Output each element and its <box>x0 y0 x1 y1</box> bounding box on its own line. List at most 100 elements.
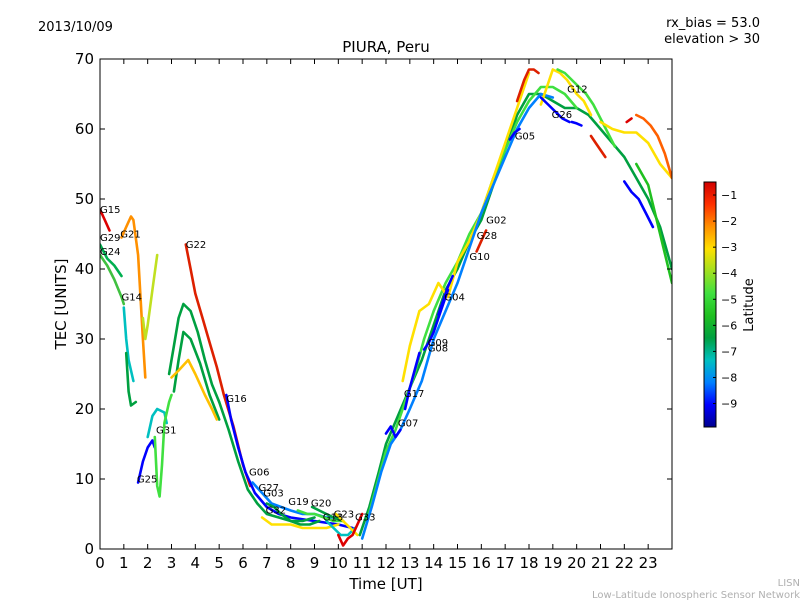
colorbar-tick-label: −8 <box>721 371 737 384</box>
sat-label-g26: G26 <box>552 110 572 121</box>
sat-label-g09: G09 <box>428 338 448 349</box>
series-line-g03 <box>265 502 321 526</box>
series-line-g12r <box>589 134 607 159</box>
series-line-g04 <box>437 274 454 316</box>
footer-lisn: LISN <box>778 578 800 589</box>
y-tick-label: 40 <box>75 260 94 278</box>
sat-label-g33: G33 <box>355 512 375 523</box>
series-line-g29 <box>100 243 123 278</box>
sat-label-g25: G25 <box>137 475 157 486</box>
colorbar-ticks: −1 −2 −3 −4 −5 −6 −7 −8 −9 <box>713 189 737 411</box>
x-tick-label: 17 <box>496 554 515 572</box>
x-tick-label: 11 <box>353 554 372 572</box>
colorbar-label: Latitude <box>742 278 757 332</box>
x-tick-label: 12 <box>376 554 395 572</box>
sat-label-g28: G28 <box>477 231 497 242</box>
x-tick-label: 4 <box>191 554 201 572</box>
x-tick-label: 18 <box>519 554 538 572</box>
sat-label-g13: G13 <box>323 512 343 523</box>
x-tick-label: 1 <box>119 554 129 572</box>
series-line-rise3 <box>401 71 531 383</box>
colorbar-tick-label: −1 <box>721 189 737 202</box>
series-line-rise4 <box>360 92 555 540</box>
x-tick-label: 0 <box>95 554 105 572</box>
series-line-g23b <box>337 512 364 547</box>
sat-label-g10: G10 <box>469 252 489 263</box>
y-tick-label: 70 <box>75 50 94 68</box>
series-line-g25 <box>136 439 157 484</box>
sat-label-g02: G02 <box>486 216 506 227</box>
series-line-g11 <box>625 117 633 124</box>
series-line-rise1 <box>358 92 672 537</box>
series-line-g26b <box>570 120 583 127</box>
sat-label-g17: G17 <box>404 389 424 400</box>
series-line-g16 <box>225 393 354 530</box>
series-line-latey <box>599 120 672 180</box>
y-tick-label: 50 <box>75 190 94 208</box>
colorbar <box>703 181 717 428</box>
colorbar-tick-label: −9 <box>721 398 737 411</box>
x-tick-label: 9 <box>310 554 320 572</box>
sat-label-g04: G04 <box>444 293 464 304</box>
series-line-later <box>635 113 672 180</box>
series-line-lateg <box>635 162 672 285</box>
x-tick-label: 6 <box>238 554 248 572</box>
colorbar-tick-label: −4 <box>721 267 737 280</box>
sat-label-g05: G05 <box>515 132 535 143</box>
series-line-g07 <box>384 425 402 439</box>
rx-bias-label: rx_bias = 53.0 <box>666 16 760 31</box>
sat-label-g24: G24 <box>100 247 120 258</box>
series-line-g12g <box>556 68 617 148</box>
series-line-g05 <box>508 127 521 141</box>
plot-frame <box>99 58 673 550</box>
x-tick-label: 13 <box>400 554 419 572</box>
sat-label-g12: G12 <box>567 85 587 96</box>
x-tick-label: 7 <box>262 554 272 572</box>
x-tick-label: 3 <box>167 554 177 572</box>
colorbar-tick-label: −3 <box>721 241 737 254</box>
footer-network: Low-Latitude Ionospheric Sensor Network <box>592 590 800 600</box>
series-line-g22 <box>184 243 252 488</box>
series-line-lateb <box>623 180 655 229</box>
series-line-g20 <box>310 505 345 523</box>
sat-label-g31: G31 <box>156 426 176 437</box>
series-line-g21 <box>120 215 147 379</box>
x-axis-label: Time [UT] <box>348 575 422 593</box>
sat-label-g27: G27 <box>259 483 279 494</box>
series-line-g13 <box>325 519 357 537</box>
elevation-label: elevation > 30 <box>664 32 760 47</box>
colorbar-tick-label: −6 <box>721 319 737 332</box>
x-tick-label: 2 <box>143 554 153 572</box>
colorbar-tick-label: −2 <box>721 215 737 228</box>
sat-label-g15: G15 <box>100 205 120 216</box>
sat-label-g16: G16 <box>226 394 246 405</box>
y-axis-label: TEC [UNITS] <box>52 259 70 351</box>
x-tick-label: 21 <box>591 554 610 572</box>
series-line-g26 <box>539 96 571 124</box>
series-line-g32 <box>260 516 340 530</box>
series-line-g15 <box>100 208 111 232</box>
x-tick-label: 15 <box>448 554 467 572</box>
sat-label-g06: G06 <box>249 468 269 479</box>
axis-layer: 0 1 2 3 4 5 6 7 8 9 10 11 12 13 14 15 16 17 18 19 20 21 22 2301… <box>75 50 672 572</box>
y-tick-label: 30 <box>75 330 94 348</box>
x-tick-label: 22 <box>615 554 634 572</box>
series-line-g28 <box>475 229 488 253</box>
x-tick-label: 14 <box>424 554 443 572</box>
chart-title: PIURA, Peru <box>342 38 429 56</box>
sat-label-g29: G29 <box>100 233 120 244</box>
series-line-s2 <box>172 330 221 421</box>
x-tick-label: 19 <box>543 554 562 572</box>
sat-label-g03: G03 <box>263 489 283 500</box>
sat-label-g08: G08 <box>428 344 448 355</box>
series-line-s1 <box>167 302 221 404</box>
y-tick-label: 10 <box>75 470 94 488</box>
y-tick-label: 20 <box>75 400 94 418</box>
date-label: 2013/10/09 <box>38 20 113 35</box>
y-tick-label: 0 <box>84 540 94 558</box>
x-tick-label: 16 <box>472 554 491 572</box>
sat-label-g20: G20 <box>311 498 331 509</box>
colorbar-tick-label: −7 <box>721 345 737 358</box>
